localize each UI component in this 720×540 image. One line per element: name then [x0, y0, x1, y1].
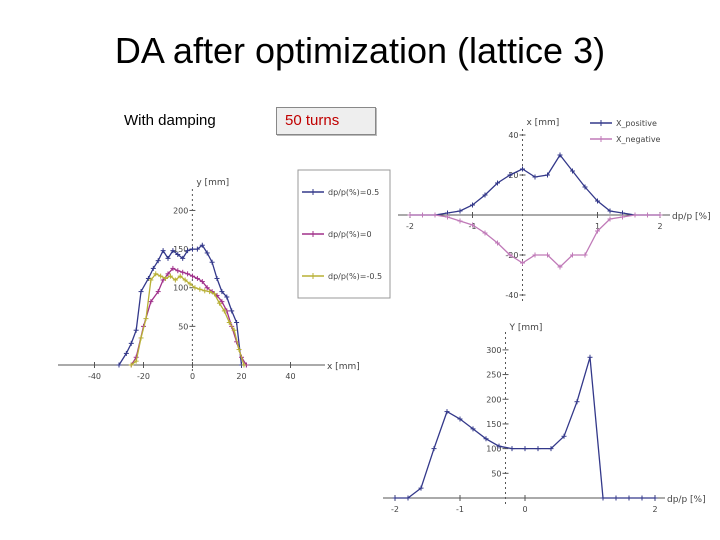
damping-label: With damping [124, 112, 216, 129]
slide-title: DA after optimization (lattice 3) [114, 30, 606, 71]
x-tick-label: -1 [456, 505, 464, 514]
x-tick-label: 0 [522, 505, 527, 514]
x-tick-label: 0 [190, 372, 195, 381]
x-axis-label: dp/p [%] [672, 212, 711, 222]
y-tick-label: -40 [505, 291, 518, 300]
y-axis-label: Y [mm] [509, 323, 543, 333]
legend-label: dp/p(%)=0 [328, 230, 372, 239]
series-line-0 [118, 244, 247, 366]
legend-label: X_negative [616, 135, 661, 144]
y-tick-label: 150 [486, 420, 501, 429]
y-tick-label: 300 [486, 346, 501, 355]
left-legend: dp/p(%)=0.5 dp/p(%)=0 dp/p(%)=-0.5 [297, 169, 391, 299]
tr-legend: X_positive X_negative [590, 119, 661, 144]
x-axis-label: x [mm] [327, 362, 360, 372]
y-tick-label: 100 [486, 445, 501, 454]
legend-label: dp/p(%)=0.5 [328, 188, 379, 197]
y-tick-label: 50 [491, 469, 501, 478]
y-tick-label: 50 [178, 322, 188, 331]
y-tick-label: 100 [173, 284, 188, 293]
y-tick-label: 200 [486, 395, 501, 404]
x-tick-label: 2 [657, 222, 662, 231]
y-axis-label: x [mm] [527, 118, 560, 128]
left-series [116, 242, 249, 368]
y-tick-label: 40 [508, 131, 518, 140]
series-line-0 [410, 153, 660, 216]
y-tick-label: 200 [173, 206, 188, 215]
y-tick-label: 20 [508, 171, 518, 180]
y-tick-label: 250 [486, 371, 501, 380]
tr-series [407, 152, 663, 270]
series-line-1 [410, 214, 660, 268]
x-tick-label: -2 [391, 505, 399, 514]
series-line-2 [130, 272, 245, 366]
x-axis-label: dp/p [%] [667, 495, 706, 505]
turns-label-box: 50 turns [276, 107, 376, 135]
y-axis-label: y [mm] [196, 178, 229, 188]
legend-label: X_positive [616, 119, 657, 128]
legend-label: dp/p(%)=-0.5 [328, 272, 382, 281]
x-tick-label: 20 [236, 372, 246, 381]
x-tick-label: 40 [285, 372, 295, 381]
x-tick-label: 1 [595, 222, 600, 231]
chart-left-y-vs-x: -40 -20 0 20 40 50 100 150 200 x [mm] y [mm] dp/p(… [58, 169, 391, 381]
x-tick-label: 2 [652, 505, 657, 514]
x-tick-label: -20 [137, 372, 150, 381]
br-series [392, 354, 658, 501]
x-tick-label: -40 [88, 372, 101, 381]
y-tick-label: 150 [173, 245, 188, 254]
x-tick-label: -2 [406, 222, 414, 231]
series-line-0 [395, 357, 655, 499]
